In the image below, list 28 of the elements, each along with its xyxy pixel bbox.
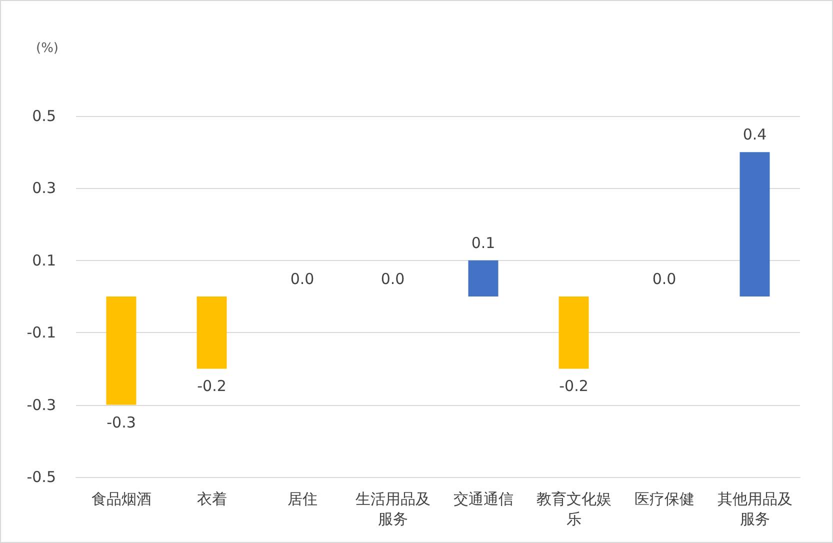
data-label: -0.3 — [106, 413, 136, 432]
y-tick-label: -0.5 — [26, 468, 56, 486]
data-label: 0.1 — [471, 234, 496, 252]
data-label: 0.0 — [290, 270, 314, 288]
y-tick-label: 0.5 — [32, 107, 56, 125]
data-label: 0.4 — [742, 126, 767, 144]
data-label: -0.2 — [559, 377, 588, 396]
x-tick-label: 食品烟酒 — [91, 490, 152, 508]
x-tick-label: 教育文化娱乐 — [536, 490, 612, 528]
x-tick-label: 居住 — [287, 490, 318, 508]
y-axis-title: (%) — [36, 41, 58, 56]
bar — [558, 296, 589, 369]
data-label: -0.2 — [197, 377, 226, 396]
bar — [196, 296, 227, 369]
y-tick-label: -0.3 — [26, 396, 56, 414]
data-label: 0.0 — [652, 270, 676, 288]
bar — [106, 296, 136, 405]
y-tick-label: -0.1 — [26, 324, 56, 342]
bar — [468, 260, 498, 296]
y-tick-label: 0.1 — [32, 251, 56, 270]
x-tick-label: 衣着 — [196, 490, 227, 508]
x-tick-label: 其他用品及服务 — [717, 490, 792, 528]
x-tick-label: 交通通信 — [453, 490, 514, 508]
x-tick-label: 医疗保健 — [634, 490, 694, 508]
data-label: 0.0 — [380, 270, 405, 288]
x-tick-label: 生活用品及服务 — [355, 490, 430, 528]
y-tick-label: 0.3 — [32, 179, 56, 198]
bar — [740, 152, 770, 296]
